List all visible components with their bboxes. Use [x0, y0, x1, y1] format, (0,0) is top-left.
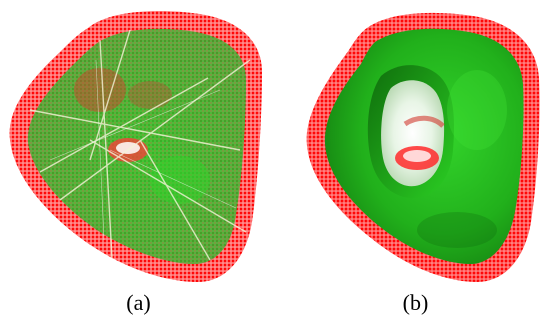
panel-a: [0, 0, 277, 290]
caption-b: (b): [402, 290, 429, 315]
hole-opening: [381, 80, 445, 187]
panel-b: [277, 0, 554, 290]
interior-red-patch: [74, 68, 126, 112]
caption-a: (a): [126, 290, 151, 315]
sampling-streaks: [29, 29, 251, 261]
panel-a-render: [9, 10, 263, 283]
panel-b-render: [306, 12, 540, 283]
